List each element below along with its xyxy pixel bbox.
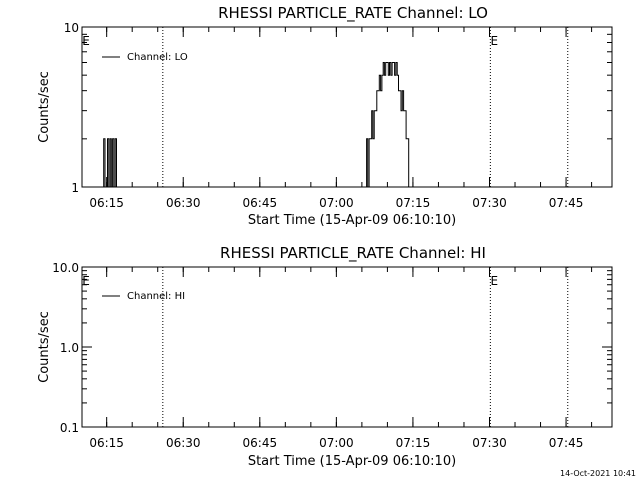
event-letter-label: E bbox=[491, 274, 499, 288]
x-axis-label: Start Time (15-Apr-09 06:10:10) bbox=[248, 454, 456, 469]
legend-label: Channel: LO bbox=[127, 52, 188, 63]
legend-label: Channel: HI bbox=[127, 291, 185, 302]
x-tick-label: 07:15 bbox=[396, 196, 431, 210]
x-tick-label: 07:45 bbox=[549, 436, 584, 450]
event-letter-label: E bbox=[82, 34, 90, 48]
y-axis-label: Counts/sec bbox=[37, 311, 52, 383]
x-tick-label: 06:15 bbox=[89, 196, 124, 210]
hi-channel-panel: RHESSI PARTICLE_RATE Channel: HI 0.1 1.0 10… bbox=[37, 244, 613, 469]
x-tick-label: 06:30 bbox=[166, 436, 201, 450]
series-line bbox=[102, 62, 414, 188]
x-tick-label: 07:00 bbox=[319, 436, 354, 450]
y-tick-label: 1 bbox=[71, 181, 79, 195]
x-tick-label: 06:45 bbox=[243, 436, 278, 450]
y-tick-label: 10.0 bbox=[52, 261, 79, 275]
x-tick-label: 07:00 bbox=[319, 196, 354, 210]
x-axis-label: Start Time (15-Apr-09 06:10:10) bbox=[248, 213, 456, 228]
x-tick-label: 06:15 bbox=[89, 436, 124, 450]
event-letter-label: E bbox=[82, 274, 90, 288]
y-tick-label: 10 bbox=[64, 21, 79, 35]
x-tick-label: 06:30 bbox=[166, 196, 201, 210]
x-tick-label: 07:45 bbox=[549, 196, 584, 210]
x-tick-label: 06:45 bbox=[243, 196, 278, 210]
plot-frame bbox=[81, 26, 613, 188]
event-letter-label: E bbox=[491, 34, 499, 48]
y-axis-label: Counts/sec bbox=[37, 71, 52, 143]
x-tick-label: 07:30 bbox=[472, 196, 507, 210]
lo-channel-panel: RHESSI PARTICLE_RATE Channel: LO 1 10 06:15… bbox=[37, 4, 613, 228]
footer-timestamp: 14-Oct-2021 10:41 bbox=[560, 469, 636, 478]
x-tick-label: 07:15 bbox=[396, 436, 431, 450]
y-tick-label: 1.0 bbox=[60, 341, 79, 355]
chart-title: RHESSI PARTICLE_RATE Channel: HI bbox=[220, 244, 486, 263]
y-tick-label: 0.1 bbox=[60, 421, 79, 435]
x-tick-label: 07:30 bbox=[472, 436, 507, 450]
chart-title: RHESSI PARTICLE_RATE Channel: LO bbox=[218, 4, 488, 23]
